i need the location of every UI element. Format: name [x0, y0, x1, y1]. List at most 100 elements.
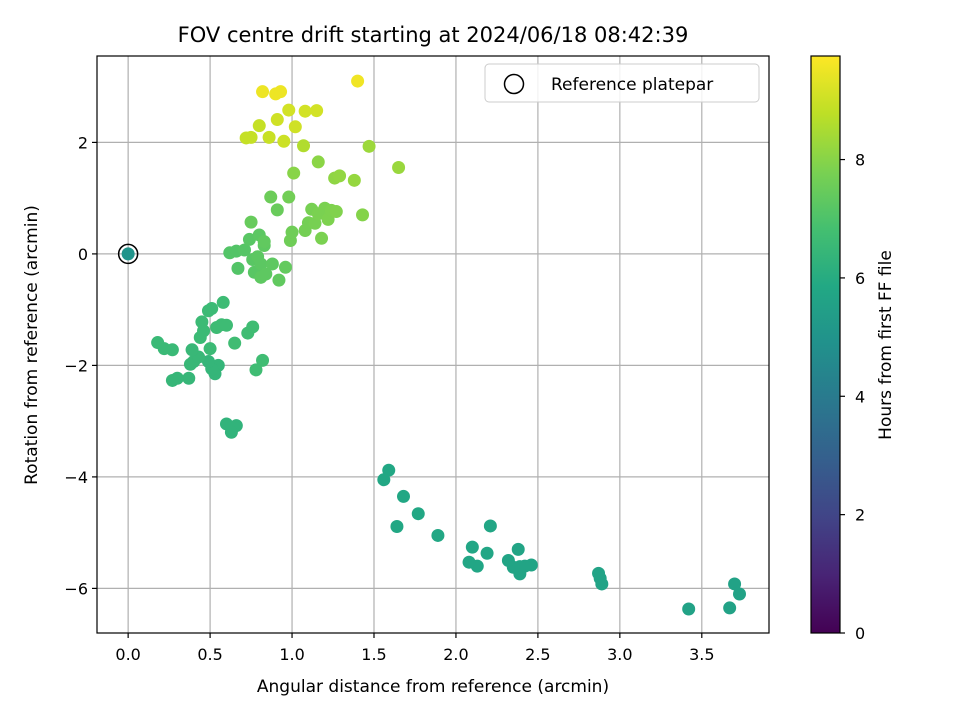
y-tick-label: 0: [78, 245, 88, 264]
plot-area-frame: [96, 55, 770, 634]
data-point: [219, 417, 233, 431]
data-point: [356, 208, 370, 222]
data-point: [201, 355, 215, 369]
data-point: [315, 231, 329, 245]
colorbar-tick-label: 2: [855, 506, 865, 525]
data-point: [256, 353, 270, 367]
data-point: [246, 320, 260, 334]
data-point: [264, 190, 278, 204]
y-tick-label: −4: [64, 468, 88, 487]
legend-box: [484, 63, 760, 103]
data-point: [244, 215, 258, 229]
data-point: [238, 243, 252, 257]
data-point: [396, 489, 410, 503]
data-point: [277, 134, 291, 148]
x-axis-ticks: 0.0 0.5 1.0 1.5 2.0 2.5 3.0 3.5: [115, 633, 715, 664]
colorbar-ticks: 0 2 4 6 8: [840, 151, 865, 643]
colorbar-tick-label: 4: [855, 387, 865, 406]
data-point: [282, 190, 296, 204]
data-point: [501, 554, 515, 568]
x-tick-label: 2.5: [525, 645, 550, 664]
data-point: [411, 507, 425, 521]
data-point: [431, 528, 445, 542]
colorbar: 0 2 4 6 8 Hours from first FF file: [810, 55, 896, 643]
legend-label: Reference platepar: [551, 75, 713, 95]
data-point: [390, 520, 404, 534]
data-point: [195, 315, 209, 329]
data-point: [288, 120, 302, 134]
data-point: [351, 74, 365, 88]
y-tick-label: −2: [64, 356, 88, 375]
x-tick-label: 0.5: [197, 645, 222, 664]
data-point: [151, 336, 165, 350]
y-axis-ticks: −6 −4 −2 0 2: [64, 133, 97, 598]
colorbar-gradient: [810, 55, 841, 634]
data-point: [228, 336, 242, 350]
data-point: [465, 540, 479, 554]
data-point: [278, 260, 292, 274]
data-point: [287, 166, 301, 180]
data-point: [231, 261, 245, 275]
colorbar-tick-label: 0: [855, 624, 865, 643]
data-point: [249, 363, 263, 377]
data-point: [282, 103, 296, 117]
colorbar-tick-label: 6: [855, 269, 865, 288]
data-point: [310, 104, 324, 118]
x-tick-label: 3.0: [607, 645, 632, 664]
data-point: [121, 247, 135, 261]
data-points: [117, 74, 746, 616]
data-point: [462, 555, 476, 569]
data-point: [285, 225, 299, 239]
data-point: [297, 139, 311, 153]
data-point: [377, 473, 391, 487]
data-point: [165, 373, 179, 387]
data-point: [257, 235, 271, 249]
data-point: [203, 342, 217, 356]
data-point: [511, 542, 525, 556]
data-point: [272, 273, 286, 287]
x-tick-label: 2.0: [443, 645, 468, 664]
data-point: [216, 295, 230, 309]
data-point: [185, 343, 199, 357]
data-point: [262, 130, 276, 144]
data-point: [259, 267, 273, 281]
data-point: [252, 119, 266, 133]
legend-marker-icon: [503, 73, 525, 95]
data-point: [362, 139, 376, 153]
data-point: [256, 85, 270, 99]
data-point: [732, 587, 746, 601]
data-point: [483, 519, 497, 533]
data-point: [205, 302, 219, 316]
y-axis-label: Rotation from reference (arcmin): [22, 205, 42, 485]
x-tick-label: 1.0: [279, 645, 304, 664]
data-point: [274, 85, 288, 99]
data-point: [728, 577, 742, 591]
x-axis-label: Angular distance from reference (arcmin): [257, 677, 609, 697]
data-point: [219, 318, 233, 332]
colorbar-tick-label: 8: [855, 151, 865, 170]
data-point: [244, 130, 258, 144]
data-point: [682, 602, 696, 616]
chart-title: FOV centre drift starting at 2024/06/18 …: [178, 23, 689, 47]
data-point: [311, 155, 325, 169]
data-point: [333, 169, 347, 183]
x-tick-label: 3.5: [689, 645, 714, 664]
y-tick-label: −6: [64, 579, 88, 598]
colorbar-label: Hours from first FF file: [876, 250, 896, 440]
data-point: [270, 203, 284, 217]
legend: Reference platepar: [484, 63, 760, 103]
data-point: [270, 113, 284, 127]
x-tick-label: 1.5: [361, 645, 386, 664]
data-point: [480, 546, 494, 560]
data-point: [242, 232, 256, 246]
x-tick-label: 0.0: [115, 645, 140, 664]
data-point: [254, 257, 268, 271]
data-point: [182, 371, 196, 385]
y-tick-label: 2: [78, 133, 88, 152]
data-point: [723, 601, 737, 615]
data-point: [392, 160, 406, 174]
data-point: [298, 104, 312, 118]
grid-lines: [97, 56, 769, 633]
data-point: [265, 257, 279, 271]
